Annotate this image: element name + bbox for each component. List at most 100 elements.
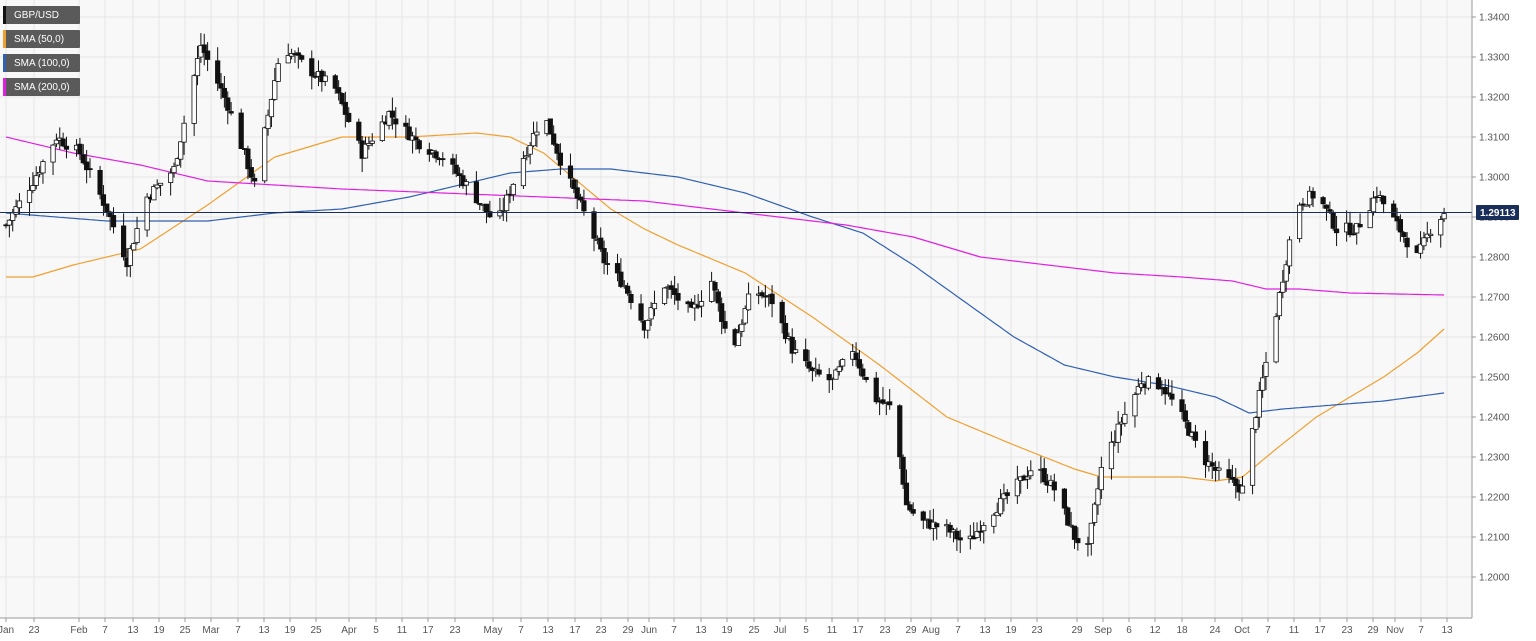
candle-body — [1145, 376, 1151, 389]
x-tick-label: 7 — [955, 625, 961, 636]
candle-body — [618, 271, 624, 287]
candle-body — [473, 181, 480, 204]
candle-body — [295, 52, 301, 56]
candle-body — [1098, 467, 1104, 491]
candle-body — [1028, 470, 1034, 477]
x-tick-label: 13 — [258, 625, 270, 636]
candle-body — [379, 121, 385, 141]
x-tick-label: 19 — [1005, 625, 1017, 636]
legend-item-sma-50[interactable]: SMA (50,0) — [3, 30, 80, 48]
x-tick-label: 13 — [1441, 625, 1453, 636]
y-tick-label: 1.2300 — [1479, 453, 1510, 464]
sma-lines — [5, 132, 1445, 482]
candle-body — [50, 144, 56, 163]
candle-body — [168, 172, 174, 183]
candle-body — [362, 143, 369, 159]
candle-body — [722, 321, 728, 329]
y-tick-label: 1.3100 — [1479, 133, 1510, 144]
candle-body — [1226, 469, 1232, 478]
candle-body — [1186, 422, 1192, 436]
candle-body — [1297, 204, 1303, 239]
candle-body — [201, 44, 207, 53]
candle-body — [369, 140, 375, 144]
candle-body — [1354, 222, 1360, 234]
candle-body — [238, 112, 244, 149]
candle-body — [174, 158, 180, 166]
x-tick-label: 17 — [569, 625, 581, 636]
x-tick-label: 23 — [595, 625, 607, 636]
candle-body — [1330, 211, 1336, 229]
candle-body — [77, 143, 83, 155]
candle-body — [910, 509, 916, 514]
candle-body — [218, 83, 224, 89]
candle-body — [450, 158, 456, 165]
candle-body — [194, 58, 201, 77]
candle-body — [1088, 522, 1094, 544]
candle-body — [1065, 507, 1071, 526]
candle-body — [759, 292, 765, 297]
x-tick-label: 29 — [1071, 625, 1083, 636]
candle-body — [154, 184, 160, 189]
candle-body — [1404, 237, 1410, 248]
candle-body — [1068, 524, 1074, 527]
legend-item-sma-100[interactable]: SMA (100,0) — [3, 54, 80, 72]
candle-body — [577, 196, 584, 201]
x-tick-label: 7 — [518, 625, 524, 636]
x-tick-label: 5 — [803, 625, 809, 636]
x-tick-label: Mar — [202, 625, 220, 636]
x-tick-label: Jul — [774, 625, 787, 636]
candle-body — [887, 401, 893, 406]
x-tick-label: Aug — [922, 625, 940, 636]
legend-item-gbpusd[interactable]: GBP/USD — [3, 6, 80, 24]
legend-label-sma-100: SMA (100,0) — [14, 58, 70, 69]
candle-body — [709, 280, 715, 302]
candle-body — [742, 308, 748, 324]
candle-body — [1209, 462, 1215, 467]
candle-body — [1401, 232, 1407, 237]
candle-body — [591, 211, 597, 239]
x-tick-label: 13 — [979, 625, 991, 636]
candle-body — [104, 203, 110, 213]
candle-body — [433, 151, 439, 159]
candle-body — [950, 529, 957, 533]
candle-body — [1001, 493, 1007, 500]
x-tick-label: 25 — [179, 625, 191, 636]
candle-body — [1061, 488, 1067, 509]
legend-item-sma-200[interactable]: SMA (200,0) — [3, 78, 80, 96]
candle-body — [332, 75, 338, 89]
x-axis-ticks: Jan 23 Feb 7 13 19 25 Mar 7 13 19 25 Apr 5 11 17 23 May 7 1… — [0, 618, 1453, 636]
x-tick-label: 29 — [1367, 625, 1379, 636]
candle-body — [1323, 204, 1330, 209]
candle-body — [1276, 292, 1283, 317]
candle-body — [648, 307, 654, 320]
candle-body — [863, 376, 869, 380]
candle-body — [1108, 441, 1115, 470]
candles — [3, 33, 1447, 557]
y-tick-label: 1.2200 — [1479, 493, 1510, 504]
candle-body — [1169, 393, 1175, 400]
candle-body — [1283, 264, 1289, 282]
candle-body — [356, 121, 362, 141]
x-tick-label: 7 — [671, 625, 677, 636]
x-tick-label: 29 — [622, 625, 634, 636]
candle-body — [456, 173, 463, 177]
candle-body — [134, 228, 140, 243]
candle-body — [1256, 390, 1262, 418]
candle-body — [272, 80, 278, 100]
candle-body — [121, 225, 127, 258]
candle-body — [991, 514, 997, 527]
candle-body — [487, 211, 493, 218]
x-tick-label: 18 — [1176, 625, 1188, 636]
candle-body — [900, 456, 906, 485]
x-tick-label: 25 — [748, 625, 760, 636]
candle-body — [406, 126, 412, 141]
legend-swatch-sma-50 — [3, 30, 6, 48]
x-tick-label: 13 — [695, 625, 707, 636]
candle-body — [1438, 219, 1444, 236]
x-tick-label: 23 — [449, 625, 461, 636]
candle-body — [712, 282, 718, 291]
candle-body — [524, 155, 530, 158]
candle-body — [581, 200, 587, 212]
candle-body — [157, 182, 164, 186]
legend-swatch-gbpusd — [3, 6, 6, 24]
